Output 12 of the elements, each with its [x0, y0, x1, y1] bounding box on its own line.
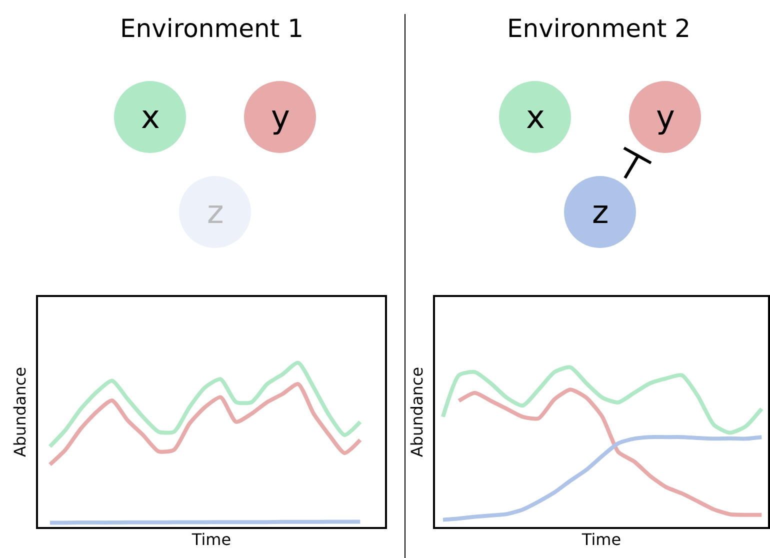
chart-title: Environment 1	[120, 14, 304, 43]
text: y	[656, 98, 675, 136]
text: x	[141, 98, 160, 136]
text: y	[271, 98, 290, 136]
text: x	[526, 98, 545, 136]
x-axis-title: Time	[580, 530, 622, 550]
text: z	[207, 193, 224, 231]
y-axis-title: Abundance	[10, 366, 30, 458]
x-axis-title: Time	[190, 530, 232, 550]
text: z	[592, 193, 609, 231]
chart-title: Environment 2	[507, 14, 690, 43]
y-axis-title: Abundance	[407, 366, 426, 458]
